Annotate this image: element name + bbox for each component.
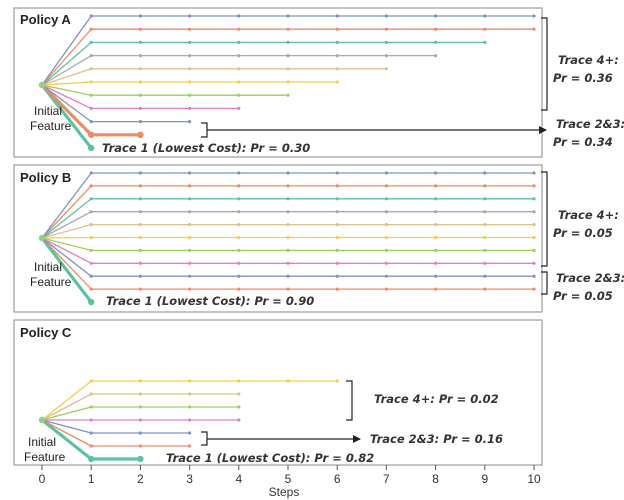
x-tick-label: 2	[137, 472, 144, 486]
policy-c-trace-3	[41, 419, 192, 435]
policy-a-origin-label-line1: Initial	[34, 104, 62, 118]
policy-b-trace-11	[41, 171, 536, 239]
x-axis-ticks: 0 1 2 3 4 5 6 7 8 9 10	[39, 465, 541, 486]
policy-b-trace-8	[41, 210, 536, 239]
policy-b-trace-7	[41, 223, 536, 239]
x-tick-label: 3	[186, 472, 193, 486]
policy-b-trace4-bracket	[541, 171, 548, 267]
x-tick-label: 10	[527, 472, 541, 486]
policy-a-traces	[38, 14, 536, 152]
initial-feature-node	[38, 234, 46, 242]
policy-a-trace-4	[41, 84, 241, 110]
policy-b-trace-6	[41, 235, 536, 240]
policy-b-trace4-label: Trace 4+:	[558, 208, 619, 222]
policy-b-frame	[13, 164, 543, 313]
policy-a-trace-5	[41, 84, 290, 97]
policy-b-trace-3	[41, 237, 536, 278]
policy-c-trace-4	[41, 418, 241, 422]
policy-c-panel: Policy C Initial Feature Trace 1 (Lowest…	[13, 319, 543, 466]
x-axis: 0 1 2 3 4 5 6 7 8 9 10 Steps	[39, 465, 541, 499]
initial-feature-node	[38, 416, 46, 424]
policy-a-trace23-label: Trace 2&3:	[556, 117, 624, 131]
policy-b-trace4-prob: Pr = 0.05	[553, 226, 613, 240]
policy-b-trace-4	[41, 237, 536, 265]
policy-c-trace-1	[40, 418, 144, 463]
policy-c-trace4-label: Trace 4+: Pr = 0.02	[374, 392, 499, 406]
policy-a-trace-9	[41, 40, 487, 86]
policy-c-frame	[13, 319, 543, 466]
policy-b-trace-2	[41, 237, 536, 291]
policy-b-origin-label-line2: Feature	[30, 275, 72, 289]
policy-b-trace23-prob: Pr = 0.05	[553, 289, 613, 303]
x-tick-label: 8	[432, 472, 439, 486]
policy-c-traces	[38, 379, 339, 463]
x-axis-label: Steps	[269, 485, 300, 499]
initial-feature-node	[38, 81, 46, 89]
policy-c-trace4-bracket	[346, 380, 353, 421]
policy-c-trace23-label: Trace 2&3: Pr = 0.16	[370, 432, 503, 446]
policy-a-trace-6	[41, 80, 339, 86]
x-tick-label: 0	[39, 472, 46, 486]
policy-b-trace-1	[40, 236, 95, 306]
policy-b-trace23-bracket	[541, 271, 548, 295]
policy-a-trace23-prob: Pr = 0.34	[553, 135, 613, 149]
policy-b-trace23-label: Trace 2&3:	[556, 271, 624, 285]
policy-a-trace-10	[41, 27, 536, 86]
policy-b-panel: Policy B Initial Feature Trace 1 (Lowest…	[13, 164, 624, 313]
policy-a-trace4-prob: Pr = 0.36	[553, 71, 613, 85]
policy-c-title: Policy C	[20, 325, 72, 340]
policy-a-panel: Policy A Initial Feature Trace 1 (Lowest…	[13, 7, 624, 158]
policy-a-trace-8	[41, 54, 438, 86]
policy-a-trace4-bracket	[541, 17, 548, 111]
policy-a-trace4-label: Trace 4+:	[558, 53, 619, 67]
x-tick-label: 1	[88, 472, 95, 486]
x-tick-label: 7	[383, 472, 390, 486]
x-tick-label: 6	[334, 472, 341, 486]
policy-b-trace-10	[41, 184, 536, 239]
policy-b-origin-label-line1: Initial	[34, 260, 62, 274]
policy-c-origin-label-line2: Feature	[24, 450, 66, 464]
policy-c-trace-6	[41, 392, 241, 421]
policy-a-trace-7	[41, 67, 388, 86]
policy-b-trace-9	[41, 197, 536, 239]
policy-b-trace1-annotation: Trace 1 (Lowest Cost): Pr = 0.90	[106, 294, 314, 308]
policy-c-trace-2	[41, 419, 192, 448]
policy-c-trace-7	[41, 379, 339, 421]
policy-a-origin-label-line2: Feature	[30, 119, 72, 133]
policy-b-trace-5	[41, 237, 536, 252]
policy-b-title: Policy B	[20, 170, 71, 185]
x-tick-label: 4	[235, 472, 242, 486]
policy-a-trace-3	[41, 84, 192, 124]
policy-c-origin-label-line1: Initial	[28, 435, 56, 449]
policy-c-trace-5	[41, 405, 241, 421]
x-tick-label: 9	[481, 472, 488, 486]
policy-a-trace-2	[40, 83, 144, 138]
policy-a-trace1-annotation: Trace 1 (Lowest Cost): Pr = 0.30	[102, 141, 310, 155]
policy-c-trace1-annotation: Trace 1 (Lowest Cost): Pr = 0.82	[166, 451, 374, 465]
policy-b-traces	[38, 171, 536, 306]
policy-a-trace-11	[41, 14, 536, 86]
x-tick-label: 5	[285, 472, 292, 486]
policy-a-title: Policy A	[20, 12, 71, 27]
